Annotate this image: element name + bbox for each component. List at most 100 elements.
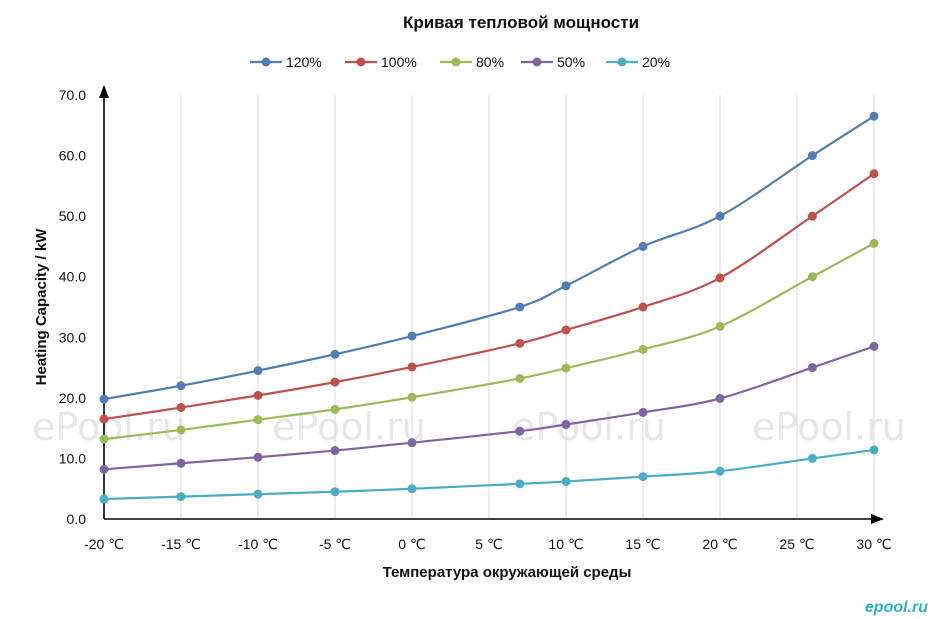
grid <box>180 95 875 519</box>
x-tick-label: -10 ℃ <box>238 536 278 552</box>
data-point <box>330 487 340 497</box>
legend: 120% 100% 80% 50% 20% <box>250 54 670 70</box>
data-point <box>715 393 725 403</box>
x-tick-label: 10 ℃ <box>548 536 583 552</box>
watermark-text: ePool.ru <box>32 405 186 449</box>
data-point <box>638 344 648 354</box>
data-point <box>253 390 263 400</box>
data-point <box>176 403 186 413</box>
data-point <box>638 407 648 417</box>
data-point <box>807 272 817 282</box>
data-point <box>807 453 817 463</box>
data-point <box>869 238 879 248</box>
y-tick-label: 0.0 <box>67 511 87 527</box>
watermark-text: ePool.ru <box>272 405 426 449</box>
data-point <box>807 211 817 221</box>
data-point <box>407 438 417 448</box>
brand-logo: epool.ru <box>865 599 928 616</box>
data-point <box>869 111 879 121</box>
data-point <box>638 302 648 312</box>
data-point <box>407 331 417 341</box>
data-point <box>253 489 263 499</box>
data-point <box>869 169 879 179</box>
data-point <box>715 321 725 331</box>
data-point <box>515 338 525 348</box>
y-tick-label: 70.0 <box>59 87 86 103</box>
legend-swatch-marker <box>451 57 461 67</box>
x-tick-label: 15 ℃ <box>625 536 660 552</box>
data-point <box>515 479 525 489</box>
x-axis-title: Температура окружающей среды <box>383 564 632 581</box>
legend-item: 50% <box>521 54 585 70</box>
data-point <box>253 452 263 462</box>
x-tick-label: -15 ℃ <box>161 536 201 552</box>
data-point <box>176 425 186 435</box>
series-100% <box>99 169 879 424</box>
data-point <box>99 434 109 444</box>
data-point <box>99 464 109 474</box>
data-point <box>869 341 879 351</box>
data-point <box>330 446 340 456</box>
watermark-text: ePool.ru <box>752 405 906 449</box>
data-point <box>561 476 571 486</box>
data-point <box>807 151 817 161</box>
data-point <box>253 366 263 376</box>
data-point <box>561 325 571 335</box>
series-120% <box>99 111 879 404</box>
y-tick-label: 30.0 <box>59 329 86 345</box>
data-point <box>330 349 340 359</box>
legend-item: 80% <box>440 54 504 70</box>
axes <box>99 85 884 524</box>
x-tick-label: 0 ℃ <box>398 536 425 552</box>
data-point <box>515 426 525 436</box>
x-tick-label: -20 ℃ <box>84 536 124 552</box>
data-point <box>407 484 417 494</box>
data-point <box>176 492 186 502</box>
x-tick-label: 25 ℃ <box>779 536 814 552</box>
legend-item: 120% <box>250 54 322 70</box>
legend-label: 50% <box>557 54 585 70</box>
data-point <box>561 420 571 430</box>
data-point <box>176 381 186 391</box>
data-point <box>407 392 417 402</box>
data-point <box>515 302 525 312</box>
data-point <box>561 281 571 291</box>
y-tick-label: 60.0 <box>59 148 86 164</box>
y-axis-arrow <box>99 85 109 98</box>
data-point <box>99 414 109 424</box>
x-tick-labels: -20 ℃ -15 ℃ -10 ℃ -5 ℃ 0 ℃ 5 ℃ 10 ℃ 15 ℃ 20 ℃ 25 … <box>84 536 892 552</box>
data-point <box>869 445 879 455</box>
x-tick-label: -5 ℃ <box>319 536 351 552</box>
data-point <box>330 377 340 387</box>
series-80% <box>99 238 879 444</box>
x-tick-label: 5 ℃ <box>475 536 502 552</box>
legend-swatch-marker <box>617 57 627 67</box>
legend-label: 120% <box>286 54 322 70</box>
x-tick-label: 30 ℃ <box>856 536 891 552</box>
data-point <box>407 362 417 372</box>
series-layer <box>99 111 879 504</box>
chart-title: Кривая тепловой мощности <box>403 13 639 32</box>
series-50% <box>99 341 879 474</box>
legend-swatch-marker <box>356 57 366 67</box>
x-tick-label: 20 ℃ <box>702 536 737 552</box>
x-axis-arrow <box>871 514 884 524</box>
data-point <box>715 273 725 283</box>
data-point <box>715 466 725 476</box>
legend-swatch-marker <box>532 57 542 67</box>
y-axis-title: Heating Capacity / kW <box>33 228 50 386</box>
data-point <box>807 363 817 373</box>
data-point <box>561 363 571 373</box>
data-point <box>253 415 263 425</box>
data-point <box>176 458 186 468</box>
data-point <box>99 494 109 504</box>
legend-item: 20% <box>606 54 670 70</box>
watermark-layer: ePool.ru ePool.ru ePool.ru ePool.ru <box>32 405 906 449</box>
data-point <box>715 211 725 221</box>
data-point <box>515 373 525 383</box>
legend-label: 100% <box>381 54 417 70</box>
y-tick-label: 10.0 <box>59 450 86 466</box>
data-point <box>638 472 648 482</box>
y-tick-labels: 0.0 10.0 20.0 30.0 40.0 50.0 60.0 70.0 <box>59 87 86 527</box>
